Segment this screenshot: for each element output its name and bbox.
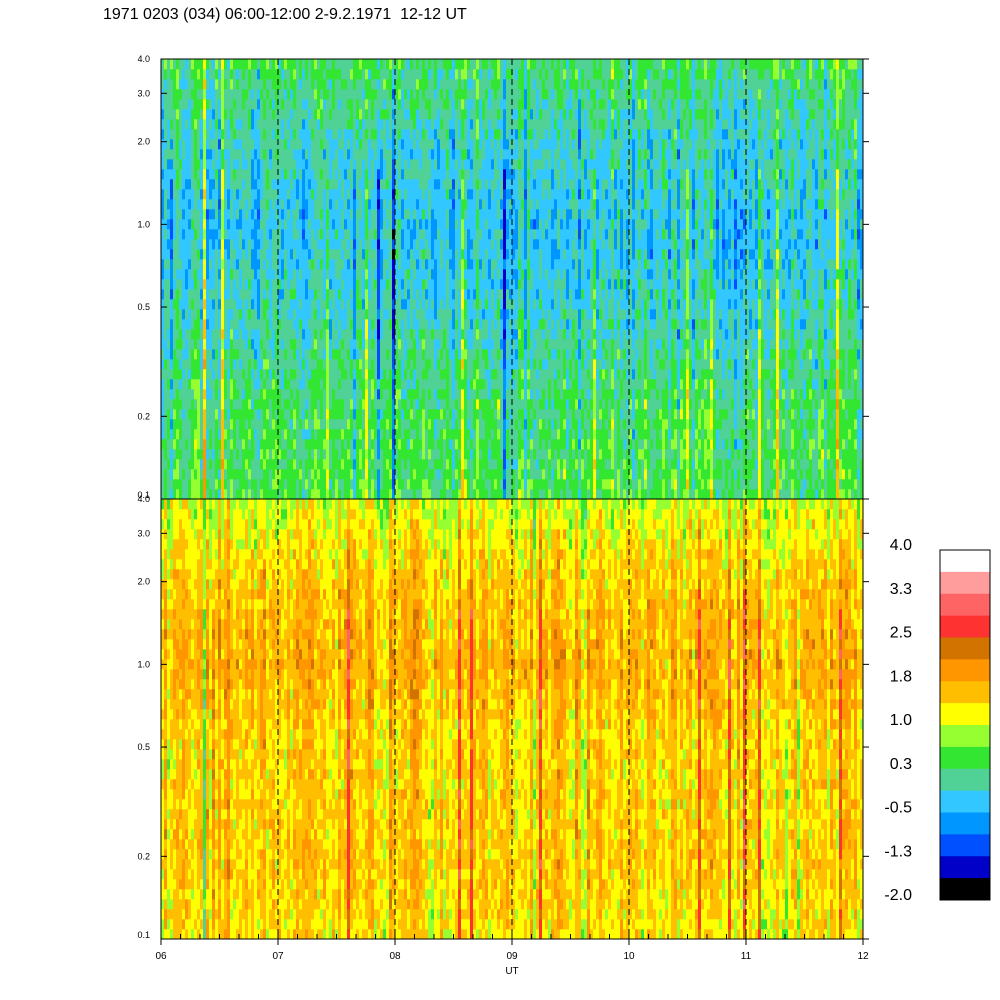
chart-title: 1971 0203 (034) 06:00-12:00 2-9.2.1971 1… [103,6,467,24]
colorbar-label: 1.8 [890,668,912,685]
colorbar-swatch [940,593,990,617]
heatmap-cells [161,59,864,500]
colorbar-swatch [940,703,990,726]
colorbar-label: 4.0 [890,537,912,554]
colorbar-swatch [940,550,990,573]
colorbar-label: 0.3 [890,756,912,773]
colorbar-swatch [940,725,990,748]
colorbar-label: -0.5 [884,800,912,817]
y-tick-label: 3.0 [137,528,150,538]
top-panel: 0.1 0.2 0.5 1.0 2.0 3.0 4.0 [137,54,869,500]
colorbar-swatch [940,615,990,638]
colorbar-swatch [940,637,990,660]
x-axis-label: UT [505,966,518,977]
colorbar-swatch [940,834,990,857]
colorbar-frame [939,549,991,901]
x-tick-label: 11 [741,951,752,962]
colorbar-swatch [940,812,990,835]
x-tick-label: 07 [272,951,284,962]
colorbar-swatch [940,659,990,682]
colorbar-swatch [940,746,990,770]
heatmap-cells [161,499,864,940]
y-tick-label: 1.0 [137,219,150,229]
y-tick-label: 0.2 [137,851,150,861]
x-axis: 06 07 08 09 10 11 12 UT [155,934,869,977]
colorbar-swatch [940,681,990,704]
colorbar-label: -1.3 [884,843,912,860]
colorbar-swatch [940,878,990,901]
y-tick-label: 2.0 [137,577,150,587]
y-tick-label: 4.0 [137,494,150,504]
x-tick-label: 08 [389,951,401,962]
y-tick-label: 0.1 [137,490,150,500]
y-tick-label: 4.0 [137,54,150,64]
x-tick-label: 06 [155,951,167,962]
x-tick-label: 12 [857,951,869,962]
colorbar-label: 2.5 [890,625,912,642]
colorbar-label: 1.0 [890,712,912,729]
y-tick-label: 3.0 [137,88,150,98]
colorbar-label: 3.3 [890,581,912,598]
y-tick-label: 0.5 [137,742,150,752]
colorbar: 4.0 3.3 2.5 1.8 1.0 0.3 -0.5 -1.3 -2.0 [884,537,991,904]
colorbar-swatch [940,768,990,792]
x-tick-label: 10 [623,951,635,962]
colorbar-label: -2.0 [884,887,912,904]
y-tick-label: 1.0 [137,659,150,669]
y-tick-label: 0.2 [137,411,150,421]
colorbar-swatch [940,790,990,813]
colorbar-swatch [940,856,990,879]
colorbar-swatch [940,571,990,595]
bottom-panel: 0.1 0.2 0.5 1.0 2.0 3.0 4.0 [137,494,869,940]
y-tick-label: 0.1 [137,930,150,940]
y-tick-label: 0.5 [137,302,150,312]
x-tick-label: 09 [506,951,518,962]
y-tick-label: 2.0 [137,137,150,147]
